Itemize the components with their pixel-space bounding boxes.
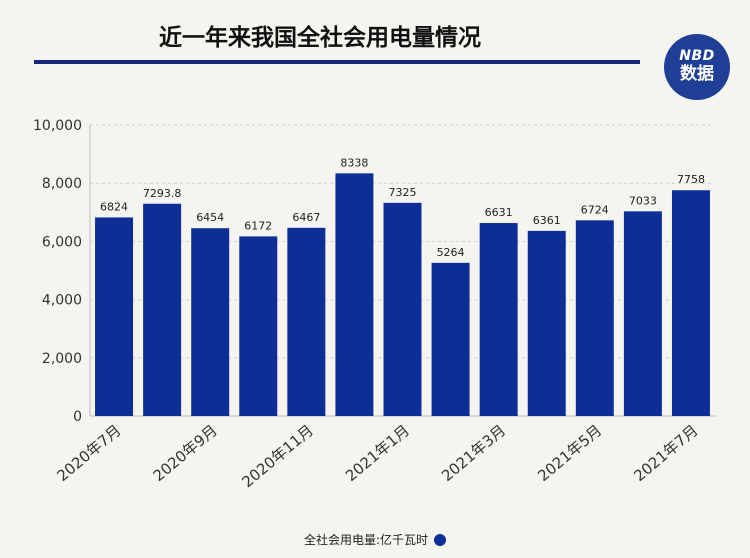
logo-text-data: 数据 bbox=[680, 64, 714, 84]
logo-text-nbd: NBD bbox=[679, 48, 715, 64]
x-tick-label: 2020年7月 bbox=[54, 421, 125, 485]
data-label: 7325 bbox=[389, 186, 417, 199]
bar bbox=[575, 220, 614, 416]
data-label: 6454 bbox=[196, 211, 224, 224]
y-tick-label: 2,000 bbox=[42, 351, 82, 367]
legend-label: 全社会用电量:亿千瓦时 bbox=[303, 533, 429, 547]
bar bbox=[335, 173, 374, 416]
bar bbox=[623, 211, 662, 416]
bar bbox=[671, 190, 710, 416]
data-label: 8338 bbox=[340, 156, 368, 169]
bar bbox=[95, 217, 134, 416]
bar-chart: 0 2,000 4,000 6,000 8,000 10,000 6824 2020年7月 72… bbox=[33, 118, 715, 491]
legend: 全社会用电量:亿千瓦时 bbox=[0, 531, 750, 548]
data-label: 6467 bbox=[292, 211, 320, 224]
legend-swatch bbox=[434, 533, 447, 546]
data-label: 6824 bbox=[100, 200, 128, 213]
data-label: 5264 bbox=[437, 246, 465, 259]
data-label: 6172 bbox=[244, 219, 272, 232]
x-tick-label: 2021年7月 bbox=[630, 421, 701, 485]
bar bbox=[479, 223, 518, 416]
chart-title: 近一年来我国全社会用电量情况 bbox=[159, 25, 481, 51]
data-label: 7293.8 bbox=[143, 187, 182, 200]
bar bbox=[191, 228, 230, 416]
bar bbox=[239, 236, 278, 416]
bar bbox=[431, 262, 470, 416]
data-label: 6631 bbox=[485, 206, 513, 219]
nbd-logo: NBD 数据 bbox=[664, 34, 730, 100]
x-tick-label: 2021年1月 bbox=[342, 421, 413, 485]
bar bbox=[143, 203, 182, 416]
x-tick-label: 2020年11月 bbox=[238, 421, 316, 491]
y-tick-label: 4,000 bbox=[42, 293, 82, 309]
title-underline bbox=[34, 60, 640, 64]
y-tick-label: 0 bbox=[73, 409, 82, 425]
data-label: 6361 bbox=[533, 214, 561, 227]
y-tick-label: 10,000 bbox=[33, 118, 82, 134]
bar bbox=[527, 230, 566, 416]
data-label: 7033 bbox=[629, 194, 657, 207]
bar bbox=[287, 227, 326, 416]
data-label: 6724 bbox=[581, 203, 609, 216]
x-tick-label: 2020年9月 bbox=[150, 421, 221, 485]
data-label: 7758 bbox=[677, 173, 705, 186]
y-tick-label: 6,000 bbox=[42, 234, 82, 250]
x-tick-label: 2021年3月 bbox=[438, 421, 509, 485]
x-tick-label: 2021年5月 bbox=[534, 421, 605, 485]
bar bbox=[383, 202, 422, 416]
y-tick-label: 8,000 bbox=[42, 176, 82, 192]
